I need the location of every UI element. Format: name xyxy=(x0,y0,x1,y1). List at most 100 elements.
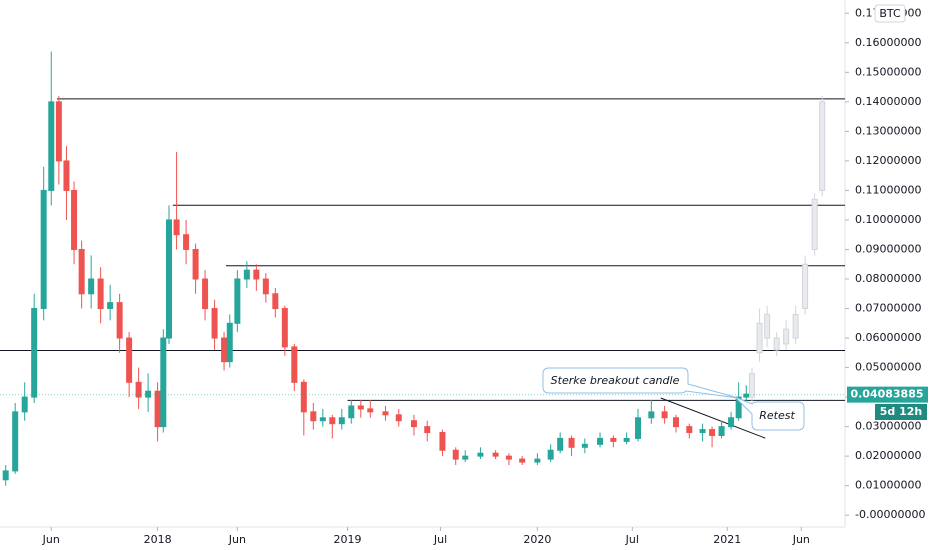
candle-body xyxy=(811,198,818,250)
y-tick-label: 0.08000000 xyxy=(855,272,921,285)
candle-body xyxy=(21,396,28,413)
candle-body xyxy=(492,452,499,457)
candle-body xyxy=(773,337,780,351)
annotation: Sterke breakout candle xyxy=(551,374,680,387)
candle-body xyxy=(424,426,431,434)
x-tick-label: Jun xyxy=(228,533,246,546)
candle-body xyxy=(211,308,218,339)
x-tick-label: Jul xyxy=(433,533,447,546)
candle-body xyxy=(718,426,725,436)
candle-body xyxy=(764,313,771,339)
candle-body xyxy=(439,432,446,451)
candle-body xyxy=(107,302,114,310)
candle-body xyxy=(40,189,47,310)
candle-body xyxy=(243,269,250,280)
y-tick-label: -0.00000000 xyxy=(855,508,925,521)
candle-body xyxy=(519,458,526,463)
candle-body xyxy=(338,417,345,425)
candle-body xyxy=(728,417,735,428)
candle-body xyxy=(173,219,180,236)
callout-retest: Retest xyxy=(734,396,805,431)
currency-box[interactable] xyxy=(874,4,906,23)
candle-body xyxy=(234,278,241,324)
y-tick-label: 0.12000000 xyxy=(855,154,921,167)
candle-body xyxy=(382,411,389,416)
x-tick-label: 2018 xyxy=(144,533,172,546)
candle-body xyxy=(78,248,85,295)
x-tick-label: 2020 xyxy=(523,533,551,546)
y-tick-label: 0.11000000 xyxy=(855,183,921,196)
countdown: 5d 12h xyxy=(880,405,923,418)
y-tick-label: 0.15000000 xyxy=(855,65,921,78)
y-tick-label: 0.07000000 xyxy=(855,302,921,315)
x-tick-label: Jul xyxy=(625,533,639,546)
candle-body xyxy=(748,372,755,398)
candle-body xyxy=(160,337,167,428)
candle-body xyxy=(55,101,62,162)
candle-body xyxy=(310,411,317,422)
candle-body xyxy=(686,426,693,434)
candle-body xyxy=(31,308,38,398)
candle-body xyxy=(71,189,78,250)
candle-body xyxy=(63,160,70,191)
y-tick-label: 0.06000000 xyxy=(855,331,921,344)
x-tick-label: Jun xyxy=(42,533,60,546)
y-tick-label: 0.10000000 xyxy=(855,213,921,226)
y-tick-label: 0.01000000 xyxy=(855,479,921,492)
y-tick-label: 0.03000000 xyxy=(855,420,921,433)
candle-body xyxy=(792,313,799,339)
candle-body xyxy=(462,455,469,460)
candle-body xyxy=(802,263,809,310)
candle-body xyxy=(661,411,668,419)
y-tick-label: 0.02000000 xyxy=(855,449,921,462)
candle-body xyxy=(534,458,541,463)
candle-body xyxy=(291,346,298,383)
candle-body xyxy=(623,437,630,442)
candle-body xyxy=(48,101,55,191)
candle-body xyxy=(145,390,152,398)
candle-body xyxy=(357,405,364,410)
candle-body xyxy=(272,293,279,310)
x-tick-label: 2021 xyxy=(713,533,741,546)
last-price: 0.04083885 xyxy=(850,388,923,401)
candle-body xyxy=(568,437,575,448)
candle-body xyxy=(116,302,123,339)
candle-body xyxy=(226,322,233,363)
y-tick-label: 0.09000000 xyxy=(855,242,921,255)
annotation: Retest xyxy=(759,409,795,422)
candle-body xyxy=(547,449,554,460)
candle-body xyxy=(819,101,826,191)
candle-body xyxy=(2,470,9,481)
candle-body xyxy=(202,278,209,310)
y-tick-label: 0.05000000 xyxy=(855,361,921,374)
candle-body xyxy=(756,322,763,354)
candle-body xyxy=(610,437,617,442)
candle-body xyxy=(505,455,512,460)
x-tick-label: Jun xyxy=(792,533,810,546)
candle-body xyxy=(154,390,161,428)
candle-body xyxy=(367,408,374,413)
candle-body xyxy=(221,337,228,363)
price-label-box xyxy=(847,386,928,403)
candle-body xyxy=(783,328,790,345)
candle-body xyxy=(12,411,19,472)
candle-body xyxy=(192,248,199,280)
y-tick-label: 0.14000000 xyxy=(855,95,921,108)
candle-body xyxy=(581,443,588,448)
candle-body xyxy=(126,337,133,383)
candle-body xyxy=(709,429,716,436)
callout-box xyxy=(542,367,739,399)
candle-body xyxy=(183,234,190,250)
candle-body xyxy=(597,437,604,445)
candle-body xyxy=(262,278,269,295)
candle-body xyxy=(648,411,655,419)
candle-body xyxy=(452,449,459,460)
candle-body xyxy=(281,308,288,348)
candle-body xyxy=(395,414,402,422)
candle-body xyxy=(135,381,142,398)
candle-body xyxy=(253,269,260,280)
trend-line xyxy=(660,397,766,439)
currency-label[interactable]: BTC xyxy=(879,7,901,20)
callout-box xyxy=(734,396,805,431)
